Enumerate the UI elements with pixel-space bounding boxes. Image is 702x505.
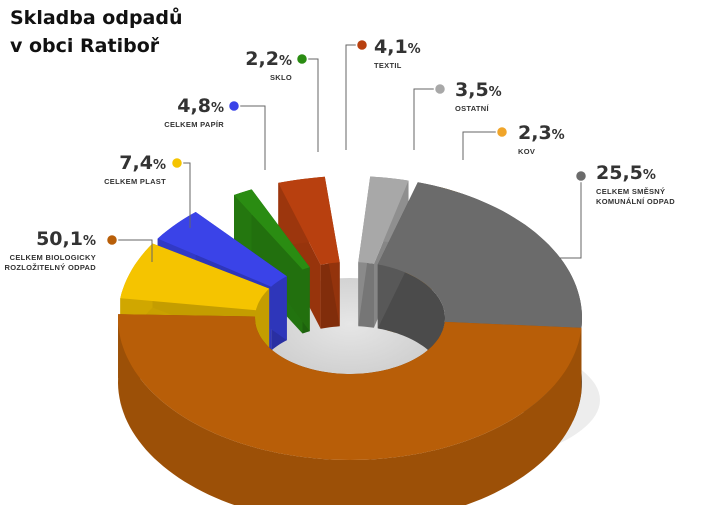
- value-smesny: 25,5: [596, 162, 643, 184]
- unit-papir: %: [210, 101, 224, 116]
- slice-bio-top: [118, 314, 582, 460]
- label-textil: 4,1% TEXTIL: [374, 36, 421, 71]
- slice-textil-top: [278, 176, 340, 265]
- category-papir: CELKEM PAPÍR: [164, 120, 224, 129]
- unit-ostatni: %: [488, 85, 502, 100]
- label-papir: 4,8% CELKEM PAPÍR: [150, 95, 224, 130]
- label-sklo: 2,2% SKLO: [238, 48, 292, 83]
- chart-title: Skladba odpadů v obci Ratiboř: [10, 4, 183, 60]
- category-smesny-line-1: CELKEM SMĚSNÝ: [596, 187, 666, 196]
- value-papir: 4,8: [177, 95, 211, 117]
- unit-plast: %: [152, 158, 166, 173]
- leader-line-ostatni: [413, 88, 440, 150]
- leader-line-textil: [345, 44, 362, 150]
- leader-dot-textil: [355, 38, 369, 52]
- leader-dot-ostatni: [433, 82, 447, 96]
- label-bio: 50,1% CELKEM BIOLOGICKY ROZLOŽITELNÝ ODP…: [0, 228, 96, 273]
- unit-sklo: %: [278, 54, 292, 69]
- leader-dot-plast: [170, 156, 184, 170]
- value-ostatni: 3,5: [455, 79, 489, 101]
- leader-line-bio: [112, 239, 153, 262]
- category-bio-line-1: CELKEM BIOLOGICKY: [9, 253, 96, 262]
- value-textil: 4,1: [374, 36, 408, 58]
- slice-ostatni-top: [358, 176, 409, 264]
- slice-papir-top: [157, 212, 287, 287]
- category-plast: CELKEM PLAST: [104, 177, 166, 186]
- slice-plast-top: [120, 243, 270, 311]
- leader-dot-sklo: [295, 52, 309, 66]
- chart-title-line-1: Skladba odpadů: [10, 7, 183, 29]
- leader-dot-bio: [105, 233, 119, 247]
- value-bio: 50,1: [36, 228, 83, 250]
- chart-title-line-2: v obci Ratiboř: [10, 35, 160, 57]
- leader-line-sklo: [302, 58, 319, 152]
- slice-sklo-top: [234, 189, 310, 270]
- category-bio-line-2: ROZLOŽITELNÝ ODPAD: [4, 263, 96, 272]
- label-smesny: 25,5% CELKEM SMĚSNÝ KOMUNÁLNÍ ODPAD: [596, 162, 675, 207]
- slice-textil: [278, 176, 340, 329]
- unit-smesny: %: [642, 168, 656, 183]
- leader-dot-kov: [495, 125, 509, 139]
- category-textil: TEXTIL: [374, 61, 402, 70]
- leader-line-papir: [234, 105, 266, 170]
- slice-bio: [118, 314, 582, 505]
- leader-line-kov: [462, 131, 502, 160]
- category-smesny-line-2: KOMUNÁLNÍ ODPAD: [596, 197, 675, 206]
- value-sklo: 2,2: [245, 48, 279, 70]
- unit-bio: %: [82, 234, 96, 249]
- leader-dot-smesny: [574, 169, 588, 183]
- slice-smesny-top: [377, 182, 582, 357]
- slice-smesny-inner-wall: [377, 264, 445, 398]
- label-plast: 7,4% CELKEM PLAST: [90, 152, 166, 187]
- category-kov: KOV: [518, 147, 536, 156]
- category-ostatni: OSTATNÍ: [455, 104, 489, 113]
- leader-line-smesny: [560, 176, 582, 259]
- value-plast: 7,4: [119, 152, 153, 174]
- value-kov: 2,3: [518, 122, 552, 144]
- label-kov: 2,3% KOV: [518, 122, 565, 157]
- label-ostatni: 3,5% OSTATNÍ: [455, 79, 502, 114]
- slice-bio-outer-wall: [118, 314, 582, 505]
- leader-dot-papir: [227, 99, 241, 113]
- unit-textil: %: [407, 42, 421, 57]
- category-sklo: SKLO: [269, 73, 292, 82]
- unit-kov: %: [551, 128, 565, 143]
